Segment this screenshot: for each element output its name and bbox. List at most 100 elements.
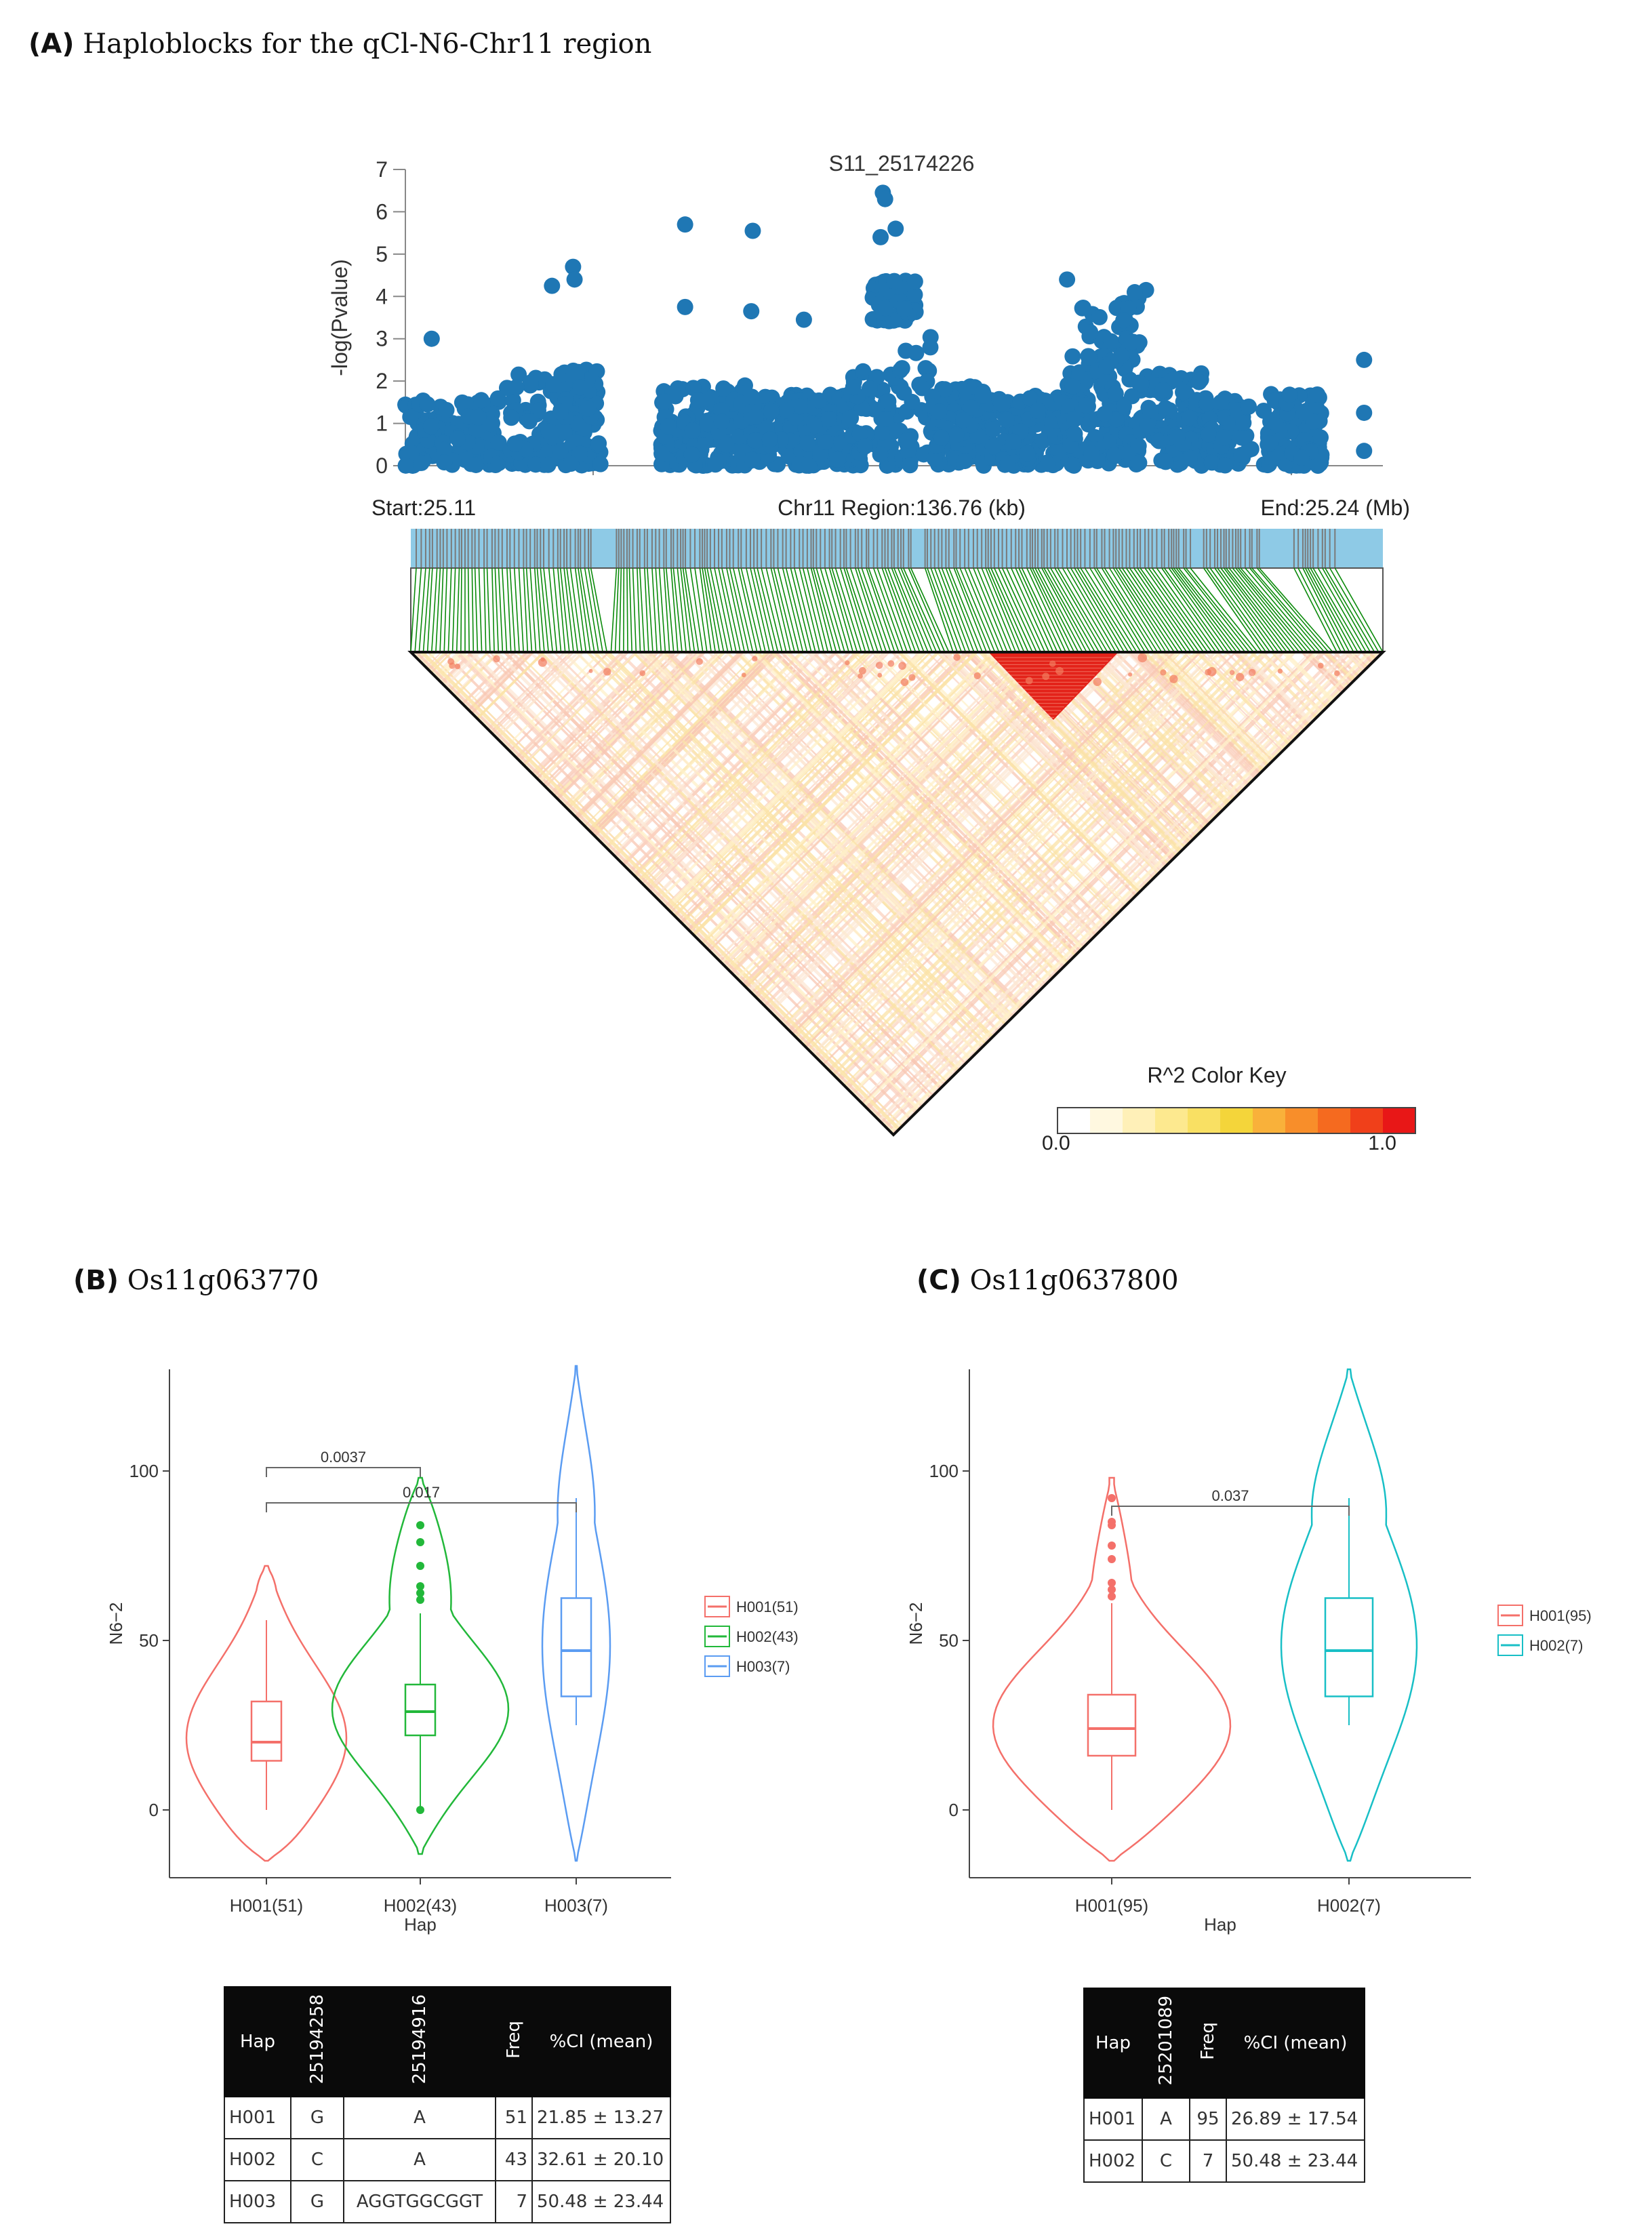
snp-point [1198,395,1215,412]
panel-b-title-text: Os11g063770 [127,1265,319,1296]
ld-link [824,567,849,653]
violin-shape [185,1565,348,1862]
haploblock-figure: 0 1 2 3 4 5 6 7 -log(Pvalue) S11_25174226 Start:2… [327,151,1416,1154]
table-cell: 26.89 ± 17.54 [1226,2097,1365,2141]
snp-point [801,457,818,474]
snp-point [1083,445,1100,462]
table-cell: 32.61 ± 20.10 [531,2138,671,2181]
snp-point-highlight [1356,351,1373,368]
ld-link [777,567,800,653]
ld-link [924,567,954,653]
snp-point [1167,371,1184,388]
ld-link [1304,567,1350,653]
snp-point [510,366,527,383]
snp-point-highlight [677,216,693,233]
ld-diagonal [1322,652,1383,1135]
ld-link [843,567,870,653]
snp-point [454,394,470,411]
snp-point [552,443,569,460]
ld-link [506,567,512,653]
ld-link [1259,567,1333,653]
snp-point [1241,398,1257,415]
outlier-point [416,1582,424,1590]
snp-point [763,403,780,420]
ld-diagonal [1333,652,1383,1135]
ld-diagonal [411,652,820,1135]
ld-diagonal [1158,652,1383,1135]
ld-hot-cell [741,672,746,678]
ld-link [1054,567,1104,653]
snp-point-highlight [887,220,904,237]
ld-link [753,567,775,653]
ld-diagonal [827,652,1318,1135]
snp-point [1108,300,1125,317]
ld-hot-cell [1055,666,1064,675]
ld-diagonal [1260,652,1383,1135]
ld-link [651,567,658,653]
snp-point [1064,456,1081,473]
ld-diagonal [1250,652,1383,1135]
ld-hot-cell [1128,672,1133,677]
snp-point [1044,416,1061,432]
ld-diagonal [411,652,489,1135]
ld-link [710,567,729,653]
snp-point [861,380,878,397]
ld-hot-cell [858,673,863,679]
ld-diagonal [1260,652,1383,1135]
snp-point [872,446,889,463]
table-cell: A [343,2138,496,2181]
snp-point [1175,384,1192,401]
ld-link [988,567,1025,653]
ld-link [639,567,645,653]
ld-diagonal [858,652,1349,1135]
y-tick-label: 0 [949,1800,959,1820]
snp-point [489,390,506,407]
table-cell: H002 [1083,2139,1143,2183]
snp-point [1312,429,1329,446]
ld-triangle-outline [407,651,1386,1137]
ld-link [1209,567,1271,653]
ld-hot-cell [1317,662,1324,669]
ld-diagonal [516,652,1006,1135]
table-cell: A [343,2096,496,2139]
ld-hot-cell [752,656,758,662]
ld-hot-cell [877,672,883,678]
snp-point [933,429,950,446]
color-key-swatch [1285,1108,1318,1133]
table-b-header-snp2: 25194916 [343,1986,496,2097]
y-axis-title: N6−2 [906,1603,926,1645]
ld-link [540,567,549,653]
ld-link [757,567,779,653]
snp-point [1139,418,1156,435]
ld-hot-cell [900,678,909,687]
ld-link [770,567,791,653]
panel-c-label: (C) [916,1265,961,1296]
ld-diagonal [411,652,545,1135]
ld-link [1034,567,1079,653]
ld-diagonal [792,652,1282,1135]
snp-point [436,454,453,470]
p-value-label: 0.017 [403,1484,440,1501]
ld-hot-cell [887,660,895,667]
snp-point [521,413,538,430]
ld-diagonal [1260,652,1383,1135]
snp-point [707,456,724,473]
ld-link [1074,567,1125,653]
snp-point [413,454,430,471]
table-cell: 51 [495,2096,533,2139]
ld-diagonal [1167,652,1383,1135]
ld-link [740,567,762,653]
ld-link [893,567,929,653]
ld-link [1001,567,1042,653]
table-cell: G [290,2180,344,2223]
table-c-header-snp1: 25201089 [1142,1988,1190,2099]
snp-point [937,381,954,398]
ld-link [552,567,562,653]
outlier-point [1108,1586,1116,1594]
ld-link [1302,567,1346,653]
ld-link [1066,567,1116,653]
snp-point [1125,334,1142,350]
snp-point [472,392,489,409]
ld-diagonal [411,652,637,1135]
ld-link [1018,567,1058,653]
